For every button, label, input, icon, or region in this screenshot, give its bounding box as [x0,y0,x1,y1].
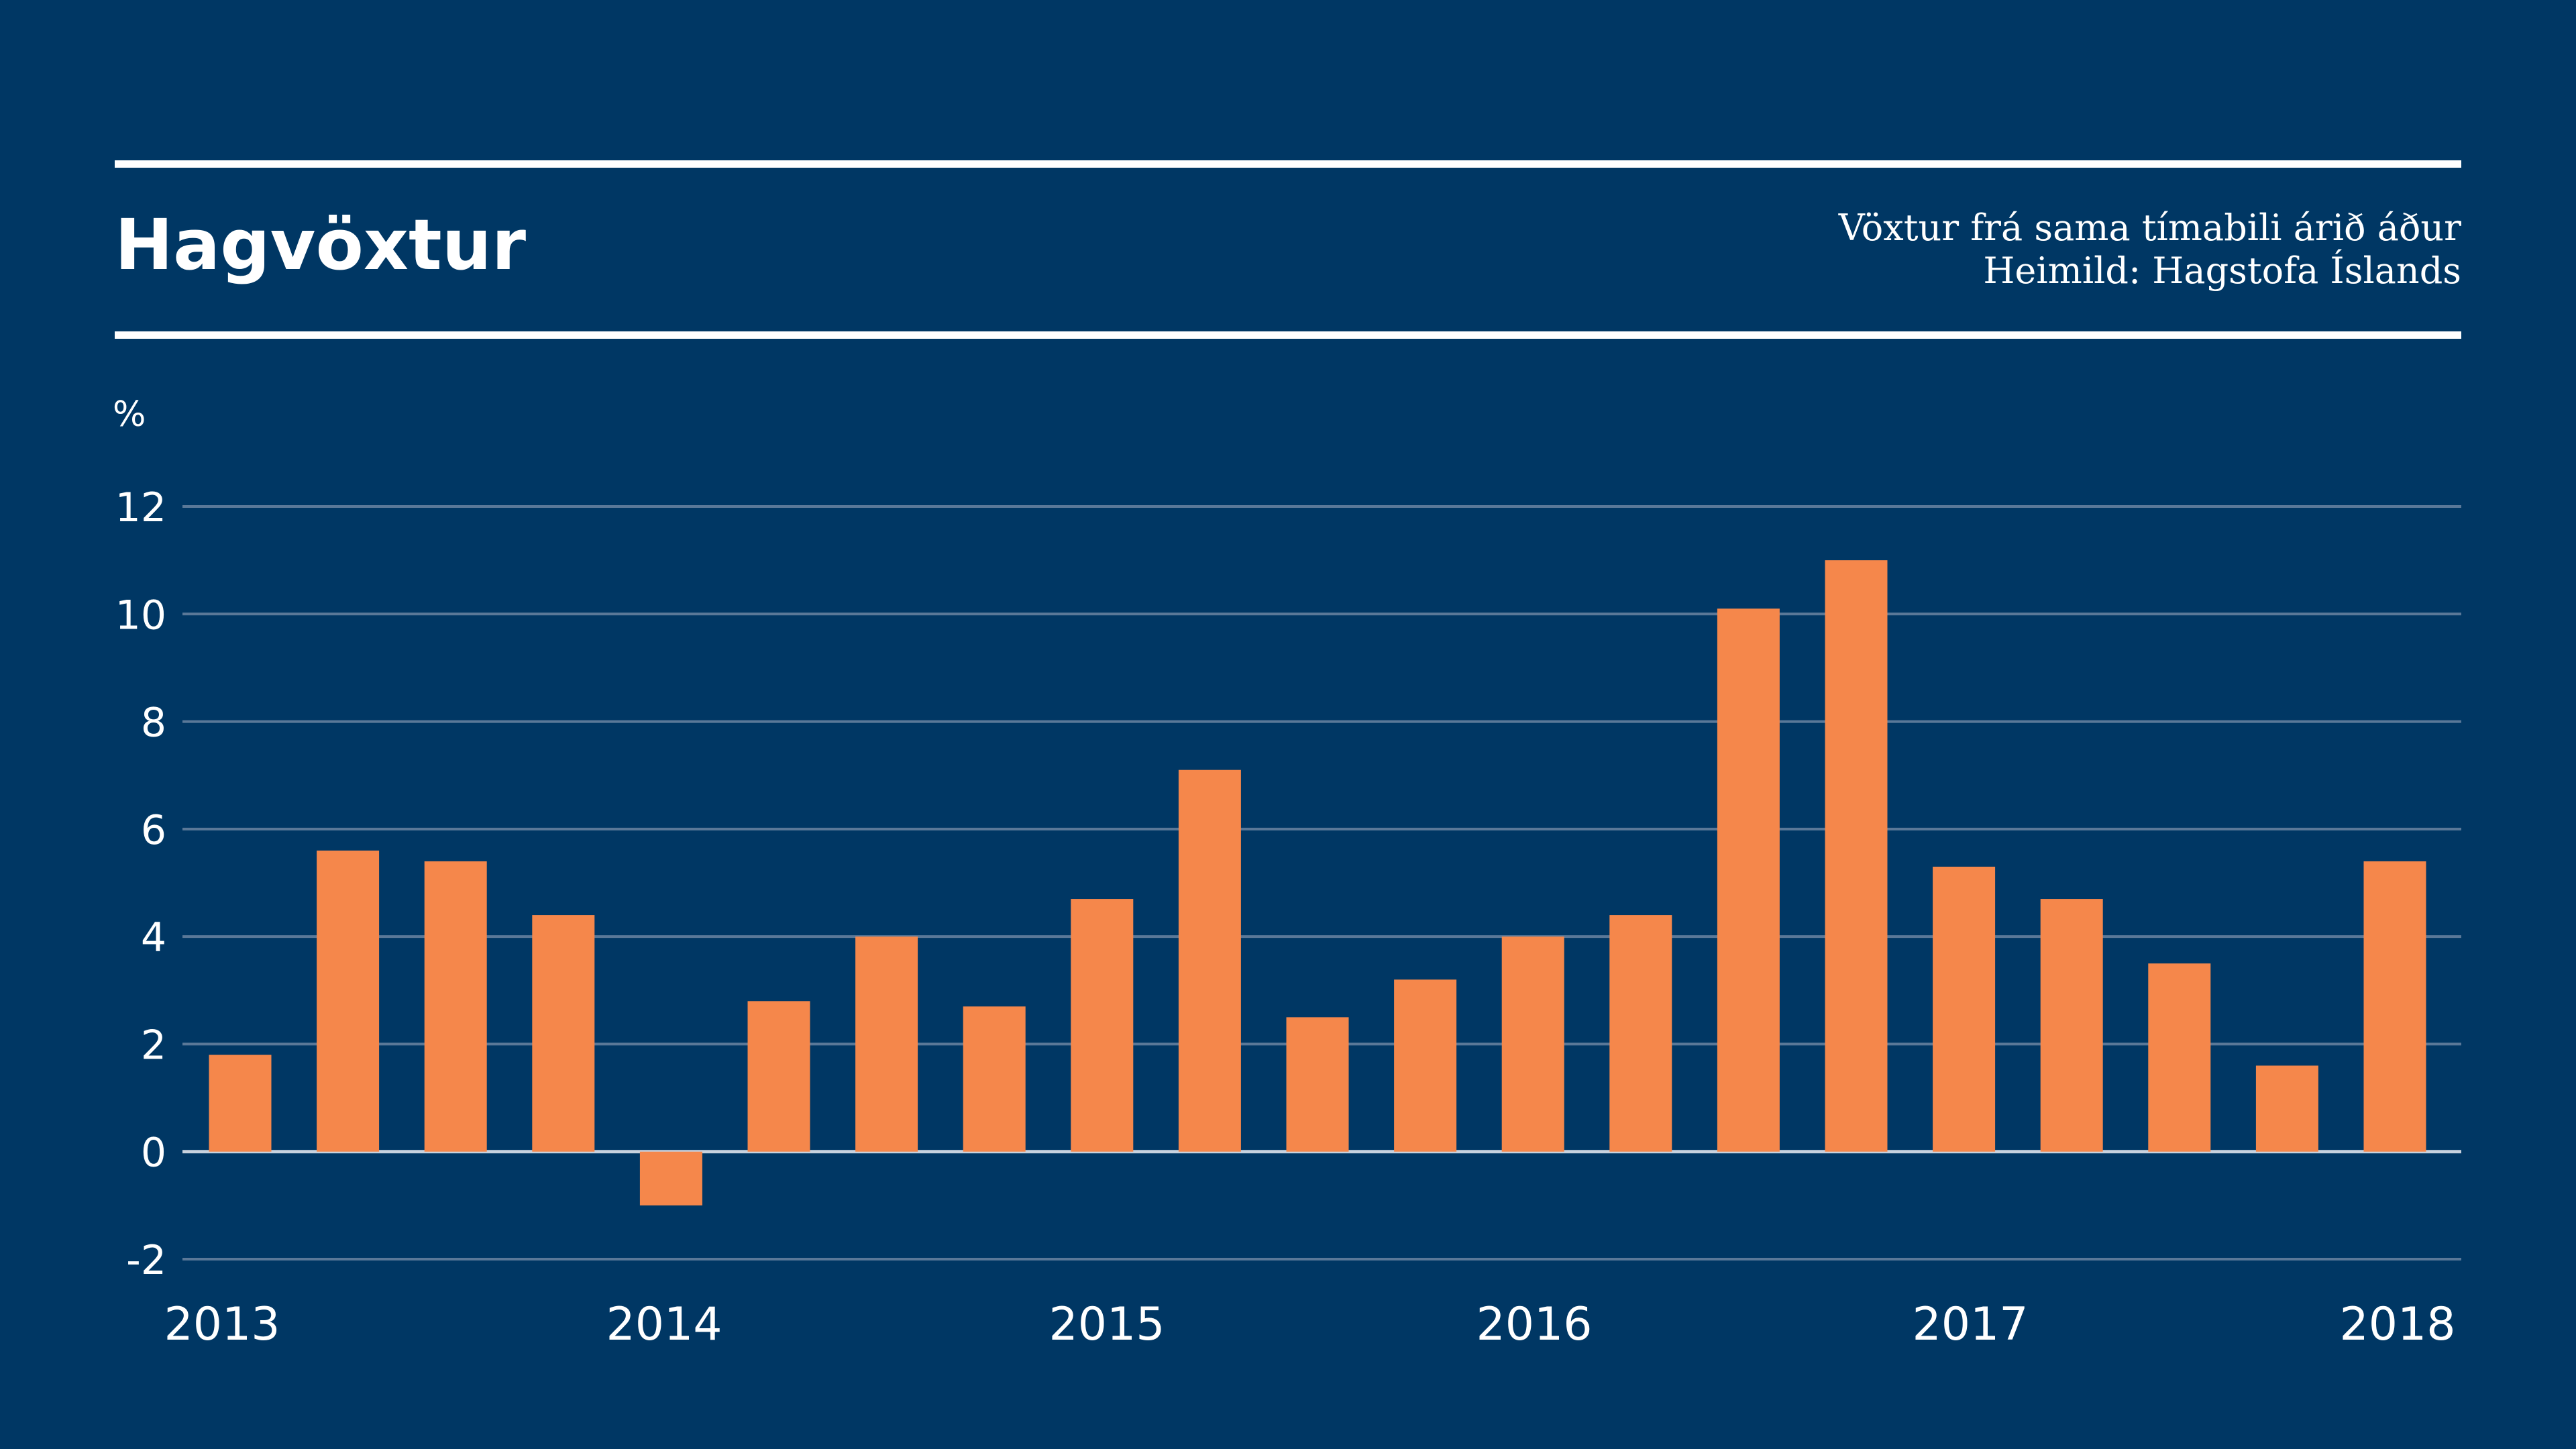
bottom-rule [115,331,2461,339]
x-tick-label: 2016 [1476,1298,1592,1351]
y-tick-label: 2 [141,1022,166,1069]
x-tick-label: 2013 [164,1298,280,1351]
bar [1394,979,1457,1152]
bar [1825,560,1888,1152]
bar [2148,963,2211,1152]
x-tick-label: 2017 [1912,1298,2028,1351]
bar [1609,915,1672,1152]
chart-subtitle: Vöxtur frá sama tímabili árið áður [1838,207,2461,249]
top-rule [115,160,2461,168]
y-tick-label: 4 [141,914,166,961]
bar [639,1151,702,1205]
y-tick-label: 6 [141,807,166,854]
bar [1717,608,1780,1152]
bar [317,850,380,1152]
y-tick-label: 8 [141,700,166,747]
bar [1501,936,1564,1152]
bar [1286,1017,1349,1152]
bar [2040,899,2103,1152]
bar [747,1001,810,1152]
x-tick-label: 2018 [2339,1298,2455,1351]
y-axis-unit-label: % [113,394,146,435]
bar [2255,1065,2318,1152]
subtitle-block: Vöxtur frá sama tímabili árið áður Heimi… [1839,207,2461,292]
bar [1071,899,1134,1152]
bar [209,1055,272,1152]
y-tick-label: 0 [141,1130,166,1177]
y-tick-label: 12 [115,484,166,531]
bar [424,861,487,1152]
bar [2363,861,2426,1152]
bar [1933,866,1996,1152]
bar [1178,769,1241,1152]
chart-title: Hagvöxtur [115,204,527,286]
x-tick-label: 2014 [606,1298,722,1351]
y-tick-label: 10 [115,592,166,639]
bar [963,1006,1026,1152]
bar [532,915,595,1152]
bar [855,936,918,1152]
y-tick-label: -2 [126,1237,166,1284]
chart-source: Heimild: Hagstofa Íslands [1983,250,2461,292]
x-tick-label: 2015 [1049,1298,1165,1351]
